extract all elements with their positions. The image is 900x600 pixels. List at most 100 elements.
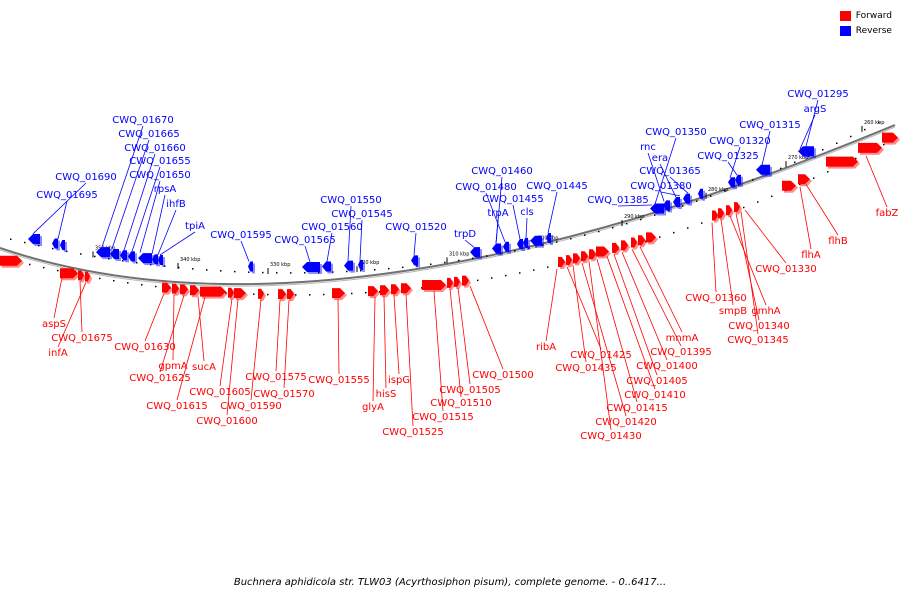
- forward-gene-arrow[interactable]: [462, 275, 469, 286]
- forward-gene-arrow[interactable]: [631, 237, 637, 248]
- forward-gene-arrow[interactable]: [581, 251, 588, 262]
- gene-label[interactable]: flhB: [828, 236, 848, 247]
- forward-gene-arrow[interactable]: [573, 253, 580, 264]
- gene-label[interactable]: CWQ_01670: [112, 115, 174, 126]
- reverse-gene-arrow[interactable]: [798, 146, 814, 157]
- gene-label[interactable]: CWQ_01315: [739, 120, 801, 131]
- gene-label[interactable]: CWQ_01380: [630, 181, 692, 192]
- forward-gene-arrow[interactable]: [612, 242, 619, 253]
- forward-gene-arrow[interactable]: [200, 286, 226, 297]
- reverse-gene-arrow[interactable]: [158, 255, 163, 266]
- forward-gene-arrow[interactable]: [726, 205, 732, 216]
- reverse-gene-arrow[interactable]: [756, 164, 770, 175]
- reverse-gene-arrow[interactable]: [517, 239, 523, 250]
- gene-label[interactable]: CWQ_01650: [129, 170, 191, 181]
- reverse-gene-arrow[interactable]: [683, 193, 690, 204]
- reverse-gene-arrow[interactable]: [110, 248, 119, 259]
- forward-gene-arrow[interactable]: [162, 282, 171, 293]
- forward-gene-arrow[interactable]: [447, 277, 453, 288]
- reverse-gene-arrow[interactable]: [503, 241, 509, 252]
- forward-gene-arrow[interactable]: [228, 287, 234, 298]
- forward-gene-arrow[interactable]: [826, 156, 858, 167]
- reverse-gene-arrow[interactable]: [120, 250, 127, 261]
- gene-label[interactable]: CWQ_01550: [320, 195, 382, 206]
- gene-label[interactable]: CWQ_01615: [146, 401, 208, 412]
- reverse-gene-arrow[interactable]: [523, 237, 528, 248]
- reverse-gene-arrow[interactable]: [138, 253, 152, 264]
- gene-label[interactable]: CWQ_01675: [51, 333, 113, 344]
- gene-label[interactable]: era: [652, 153, 668, 164]
- reverse-gene-arrow[interactable]: [673, 197, 680, 208]
- gene-label[interactable]: CWQ_01565: [274, 235, 336, 246]
- reverse-gene-arrow[interactable]: [663, 200, 670, 211]
- reverse-gene-arrow[interactable]: [411, 255, 418, 266]
- reverse-gene-arrow[interactable]: [344, 260, 353, 271]
- gene-label[interactable]: gmhA: [751, 306, 780, 317]
- gene-label[interactable]: CWQ_01520: [385, 222, 447, 233]
- forward-gene-arrow[interactable]: [589, 249, 596, 260]
- gene-label[interactable]: CWQ_01570: [253, 389, 315, 400]
- gene-label[interactable]: argS: [804, 104, 827, 115]
- gene-label[interactable]: CWQ_01420: [595, 417, 657, 428]
- gene-label[interactable]: hisS: [376, 389, 397, 400]
- reverse-gene-arrow[interactable]: [530, 235, 542, 246]
- forward-gene-arrow[interactable]: [558, 256, 565, 267]
- gene-label[interactable]: CWQ_01480: [455, 182, 517, 193]
- forward-gene-arrow[interactable]: [734, 202, 740, 213]
- gene-label[interactable]: CWQ_01625: [129, 373, 191, 384]
- gene-label[interactable]: CWQ_01655: [129, 156, 191, 167]
- forward-gene-arrow[interactable]: [332, 288, 345, 299]
- gene-label[interactable]: CWQ_01515: [412, 412, 474, 423]
- gene-label[interactable]: CWQ_01695: [36, 190, 98, 201]
- gene-label[interactable]: CWQ_01325: [697, 151, 759, 162]
- gene-label[interactable]: CWQ_01660: [124, 143, 186, 154]
- gene-label[interactable]: rpsA: [154, 184, 177, 195]
- forward-gene-arrow[interactable]: [454, 276, 460, 287]
- forward-gene-arrow[interactable]: [258, 288, 264, 299]
- gene-label[interactable]: CWQ_01405: [626, 376, 688, 387]
- gene-label[interactable]: gpmA: [158, 361, 187, 372]
- reverse-gene-arrow[interactable]: [735, 174, 741, 185]
- gene-label[interactable]: CWQ_01690: [55, 172, 117, 183]
- forward-gene-arrow[interactable]: [234, 288, 246, 299]
- forward-gene-arrow[interactable]: [78, 270, 84, 281]
- forward-gene-arrow[interactable]: [190, 285, 199, 296]
- forward-gene-arrow[interactable]: [882, 132, 898, 143]
- gene-label[interactable]: CWQ_01460: [471, 166, 533, 177]
- gene-label[interactable]: CWQ_01505: [439, 385, 501, 396]
- gene-label[interactable]: CWQ_01345: [727, 335, 789, 346]
- reverse-gene-arrow[interactable]: [60, 239, 65, 250]
- gene-label[interactable]: CWQ_01665: [118, 129, 180, 140]
- reverse-gene-arrow[interactable]: [492, 243, 501, 254]
- forward-gene-arrow[interactable]: [278, 289, 286, 300]
- forward-gene-arrow[interactable]: [596, 246, 609, 257]
- forward-gene-arrow[interactable]: [782, 180, 796, 191]
- gene-label[interactable]: rnc: [640, 142, 656, 153]
- forward-gene-arrow[interactable]: [712, 210, 718, 221]
- gene-label[interactable]: CWQ_01365: [639, 166, 701, 177]
- forward-gene-arrow[interactable]: [0, 255, 22, 266]
- forward-gene-arrow[interactable]: [172, 283, 179, 294]
- forward-gene-arrow[interactable]: [566, 255, 572, 266]
- gene-label[interactable]: CWQ_01400: [636, 361, 698, 372]
- gene-label[interactable]: aspS: [42, 319, 66, 330]
- gene-label[interactable]: CWQ_01445: [526, 181, 588, 192]
- gene-label[interactable]: CWQ_01510: [430, 398, 492, 409]
- forward-gene-arrow[interactable]: [858, 142, 882, 153]
- gene-label[interactable]: CWQ_01410: [624, 390, 686, 401]
- gene-label[interactable]: CWQ_01430: [580, 431, 642, 442]
- forward-gene-arrow[interactable]: [422, 280, 446, 291]
- gene-label[interactable]: CWQ_01605: [189, 387, 251, 398]
- gene-label[interactable]: CWQ_01560: [301, 222, 363, 233]
- gene-label[interactable]: CWQ_01350: [645, 127, 707, 138]
- forward-gene-arrow[interactable]: [60, 268, 78, 279]
- reverse-gene-arrow[interactable]: [248, 261, 253, 272]
- gene-label[interactable]: CWQ_01320: [709, 136, 771, 147]
- gene-label[interactable]: CWQ_01525: [382, 427, 444, 438]
- gene-label[interactable]: CWQ_01590: [220, 401, 282, 412]
- reverse-gene-arrow[interactable]: [302, 261, 320, 272]
- gene-label[interactable]: CWQ_01575: [245, 372, 307, 383]
- reverse-gene-arrow[interactable]: [28, 234, 40, 245]
- forward-gene-arrow[interactable]: [287, 289, 294, 300]
- gene-label[interactable]: CWQ_01630: [114, 342, 176, 353]
